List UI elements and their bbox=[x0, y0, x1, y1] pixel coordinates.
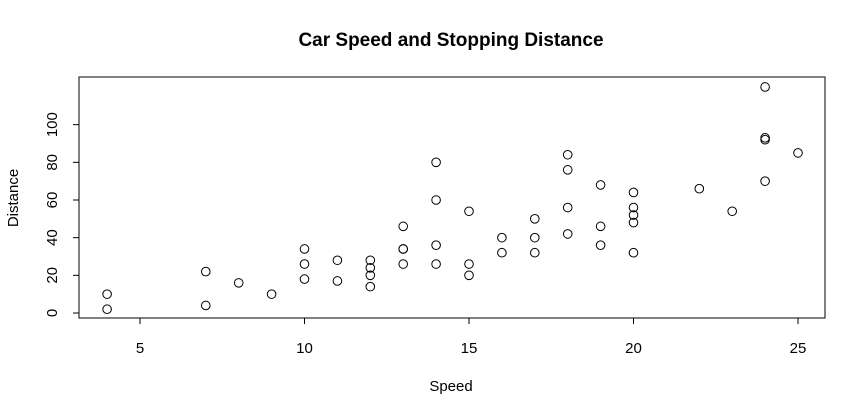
data-point bbox=[628, 247, 639, 258]
x-tick-label: 20 bbox=[625, 340, 642, 357]
data-point bbox=[562, 165, 573, 175]
data-point bbox=[464, 270, 474, 281]
data-point bbox=[497, 247, 507, 258]
x-axis-label: Speed bbox=[429, 378, 472, 395]
plot-area-border bbox=[78, 76, 826, 319]
y-axis-label: Distance bbox=[5, 169, 22, 227]
data-point bbox=[201, 300, 211, 311]
data-point bbox=[233, 278, 244, 288]
data-point bbox=[760, 82, 770, 92]
data-point bbox=[530, 214, 540, 224]
data-point bbox=[497, 232, 507, 243]
x-tick-label: 25 bbox=[790, 340, 807, 357]
x-tick-label: 10 bbox=[296, 340, 313, 357]
data-point bbox=[727, 206, 738, 217]
data-point bbox=[628, 202, 639, 213]
data-point bbox=[562, 229, 573, 239]
data-point bbox=[530, 247, 540, 258]
data-point bbox=[365, 255, 376, 266]
data-point bbox=[431, 259, 441, 269]
y-tick-label: 100 bbox=[44, 112, 61, 137]
data-point bbox=[628, 210, 639, 220]
data-point bbox=[628, 187, 639, 198]
x-tick-label: 5 bbox=[136, 340, 144, 357]
data-point bbox=[530, 232, 540, 243]
data-point bbox=[431, 195, 441, 205]
data-point bbox=[299, 244, 310, 254]
data-point bbox=[398, 244, 409, 254]
data-point bbox=[760, 176, 770, 186]
data-point bbox=[793, 148, 803, 158]
data-point bbox=[266, 289, 277, 299]
x-axis: 5 10 15 20 25 bbox=[136, 317, 807, 357]
data-point bbox=[201, 266, 211, 277]
data-point bbox=[562, 202, 573, 213]
data-point bbox=[299, 259, 310, 269]
data-point bbox=[365, 270, 376, 281]
data-point bbox=[102, 289, 112, 299]
data-point bbox=[464, 206, 474, 217]
y-tick-label: 20 bbox=[44, 267, 61, 284]
data-point bbox=[332, 276, 343, 286]
data-point bbox=[365, 281, 376, 292]
data-point bbox=[595, 221, 606, 232]
data-point bbox=[102, 304, 112, 315]
y-tick-label: 0 bbox=[44, 309, 61, 317]
data-point bbox=[365, 262, 376, 273]
data-point bbox=[694, 183, 705, 194]
data-points bbox=[102, 82, 803, 315]
data-point bbox=[299, 274, 310, 284]
y-tick-label: 40 bbox=[44, 229, 61, 246]
data-point bbox=[464, 259, 474, 269]
x-tick-label: 15 bbox=[461, 340, 478, 357]
data-point bbox=[332, 255, 343, 266]
y-tick-label: 60 bbox=[44, 192, 61, 209]
data-point bbox=[398, 259, 409, 269]
data-point bbox=[595, 240, 606, 250]
y-axis: 0 20 40 60 80 100 bbox=[44, 112, 80, 317]
data-point bbox=[431, 240, 441, 250]
chart-title: Car Speed and Stopping Distance bbox=[298, 30, 603, 51]
data-point bbox=[628, 217, 639, 228]
y-tick-label: 80 bbox=[44, 154, 61, 171]
data-point bbox=[595, 180, 606, 190]
data-point bbox=[431, 157, 441, 168]
data-point bbox=[398, 221, 409, 232]
data-point bbox=[562, 149, 573, 160]
data-point bbox=[760, 133, 770, 143]
data-point bbox=[760, 134, 770, 145]
